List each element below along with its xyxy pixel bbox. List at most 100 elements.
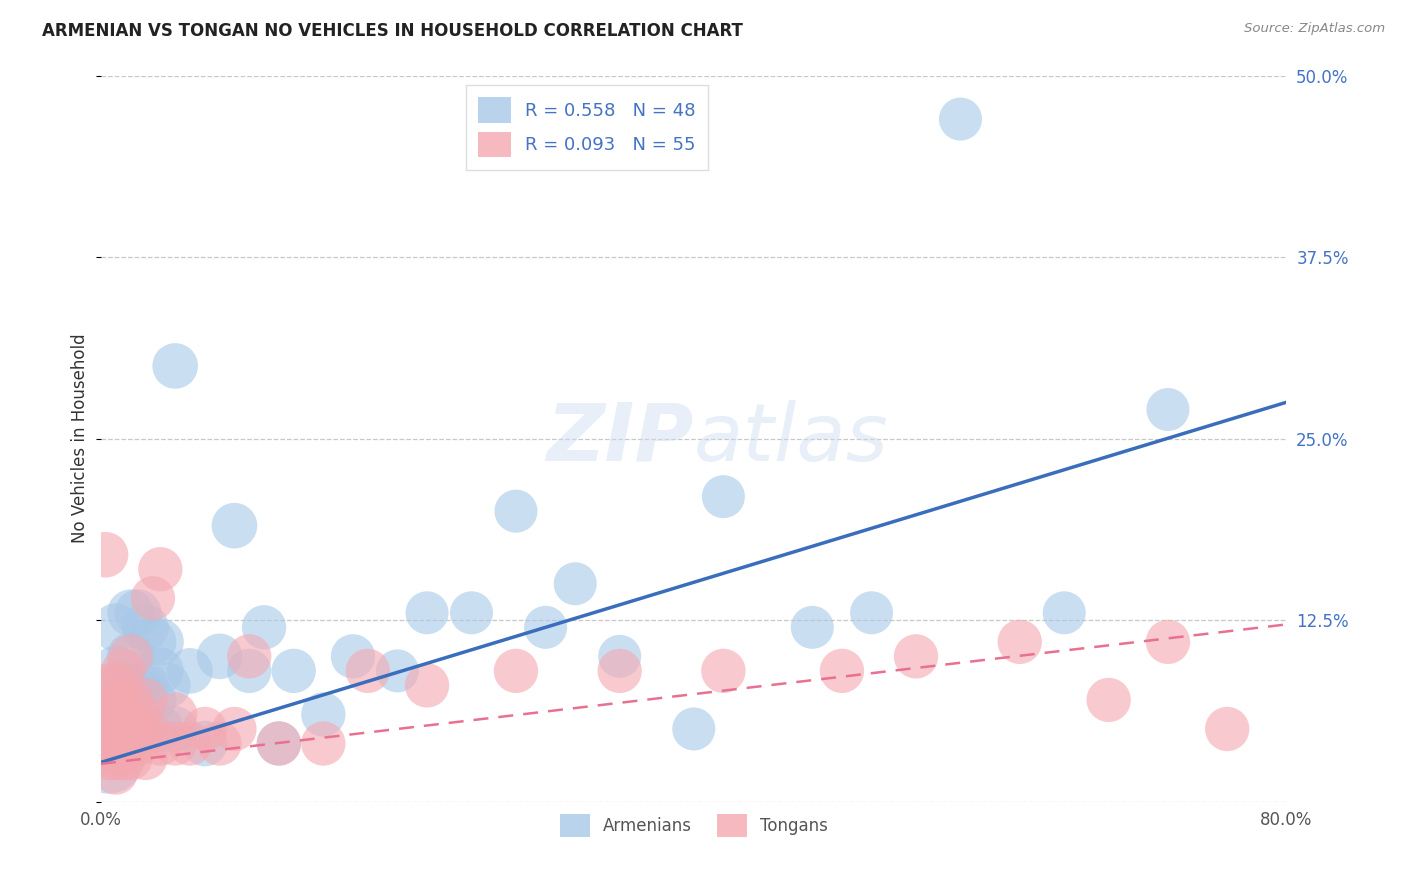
- Point: [135, 751, 157, 765]
- Point: [112, 678, 135, 692]
- Point: [135, 620, 157, 634]
- Point: [104, 765, 127, 780]
- Point: [149, 635, 172, 649]
- Point: [267, 737, 290, 751]
- Point: [120, 693, 142, 707]
- Point: [127, 737, 149, 751]
- Point: [1053, 606, 1076, 620]
- Point: [120, 693, 142, 707]
- Point: [342, 649, 364, 664]
- Point: [104, 693, 127, 707]
- Point: [179, 737, 201, 751]
- Point: [149, 664, 172, 678]
- Point: [112, 722, 135, 736]
- Point: [104, 620, 127, 634]
- Text: ARMENIAN VS TONGAN NO VEHICLES IN HOUSEHOLD CORRELATION CHART: ARMENIAN VS TONGAN NO VEHICLES IN HOUSEH…: [42, 22, 742, 40]
- Point: [97, 678, 120, 692]
- Point: [224, 518, 246, 533]
- Text: atlas: atlas: [693, 400, 889, 477]
- Point: [97, 751, 120, 765]
- Point: [104, 707, 127, 722]
- Point: [127, 707, 149, 722]
- Point: [194, 722, 217, 736]
- Point: [127, 737, 149, 751]
- Point: [112, 737, 135, 751]
- Point: [149, 737, 172, 751]
- Point: [416, 678, 439, 692]
- Point: [312, 737, 335, 751]
- Point: [238, 649, 260, 664]
- Point: [104, 737, 127, 751]
- Point: [208, 737, 231, 751]
- Point: [149, 562, 172, 576]
- Point: [1216, 722, 1239, 736]
- Point: [224, 722, 246, 736]
- Legend: Armenians, Tongans: Armenians, Tongans: [553, 807, 835, 844]
- Point: [112, 751, 135, 765]
- Point: [120, 649, 142, 664]
- Point: [142, 591, 165, 606]
- Point: [283, 664, 305, 678]
- Point: [97, 751, 120, 765]
- Point: [860, 606, 883, 620]
- Point: [1157, 635, 1180, 649]
- Point: [127, 678, 149, 692]
- Point: [142, 635, 165, 649]
- Point: [1098, 693, 1121, 707]
- Point: [127, 606, 149, 620]
- Point: [120, 737, 142, 751]
- Point: [534, 620, 557, 634]
- Point: [120, 751, 142, 765]
- Point: [97, 707, 120, 722]
- Point: [208, 649, 231, 664]
- Point: [94, 548, 117, 562]
- Point: [905, 649, 928, 664]
- Point: [97, 737, 120, 751]
- Point: [179, 664, 201, 678]
- Point: [713, 664, 735, 678]
- Point: [312, 707, 335, 722]
- Point: [120, 707, 142, 722]
- Point: [1157, 402, 1180, 417]
- Point: [135, 722, 157, 736]
- Point: [104, 678, 127, 692]
- Point: [165, 359, 187, 373]
- Point: [165, 707, 187, 722]
- Point: [831, 664, 853, 678]
- Point: [609, 664, 631, 678]
- Point: [97, 722, 120, 736]
- Point: [357, 664, 380, 678]
- Point: [149, 722, 172, 736]
- Point: [101, 722, 124, 736]
- Y-axis label: No Vehicles in Household: No Vehicles in Household: [72, 334, 89, 543]
- Point: [1008, 635, 1031, 649]
- Point: [238, 664, 260, 678]
- Point: [505, 504, 527, 518]
- Point: [949, 112, 972, 127]
- Point: [194, 737, 217, 751]
- Point: [135, 678, 157, 692]
- Point: [104, 664, 127, 678]
- Point: [120, 649, 142, 664]
- Text: Source: ZipAtlas.com: Source: ZipAtlas.com: [1244, 22, 1385, 36]
- Point: [120, 722, 142, 736]
- Point: [104, 707, 127, 722]
- Point: [609, 649, 631, 664]
- Point: [165, 722, 187, 736]
- Point: [100, 737, 122, 751]
- Point: [505, 664, 527, 678]
- Point: [101, 737, 124, 751]
- Point: [253, 620, 276, 634]
- Point: [165, 737, 187, 751]
- Point: [120, 722, 142, 736]
- Point: [127, 722, 149, 736]
- Text: ZIP: ZIP: [547, 400, 693, 477]
- Point: [156, 678, 179, 692]
- Point: [387, 664, 409, 678]
- Point: [112, 693, 135, 707]
- Point: [267, 737, 290, 751]
- Point: [460, 606, 482, 620]
- Point: [416, 606, 439, 620]
- Point: [135, 693, 157, 707]
- Point: [801, 620, 824, 634]
